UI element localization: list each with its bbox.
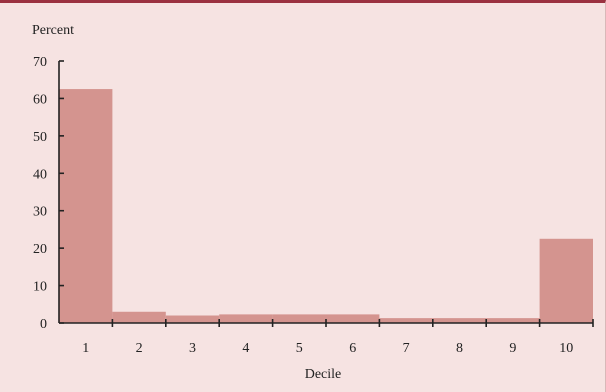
y-tick-label-60: 60 <box>33 92 47 107</box>
bar-1 <box>59 89 113 323</box>
x-axis-title: Decile <box>305 367 342 382</box>
y-tick-label-70: 70 <box>33 55 47 70</box>
y-tick-label-50: 50 <box>33 130 47 145</box>
bar-3 <box>165 315 220 323</box>
y-tick-label-40: 40 <box>33 167 47 182</box>
x-tick-label-9: 9 <box>509 341 516 356</box>
x-tick-label-8: 8 <box>456 341 463 356</box>
x-tick-label-2: 2 <box>136 341 143 356</box>
x-tick-label-1: 1 <box>82 341 89 356</box>
x-tick-label-3: 3 <box>189 341 196 356</box>
x-axis: 1 2 3 4 5 6 7 8 9 10 <box>59 319 594 356</box>
y-tick-label-10: 10 <box>33 280 47 295</box>
x-tick-label-10: 10 <box>559 341 573 356</box>
y-tick-label-20: 20 <box>33 242 47 257</box>
bar-2 <box>112 311 166 323</box>
x-tick-label-7: 7 <box>403 341 410 356</box>
bar-4 <box>219 314 273 323</box>
y-axis-title: Percent <box>32 23 74 38</box>
bars <box>59 89 593 323</box>
y-tick-label-30: 30 <box>33 205 47 220</box>
bar-9 <box>486 318 540 323</box>
y-axis: 0 10 20 30 40 50 60 70 <box>33 55 64 332</box>
x-tick-label-6: 6 <box>349 341 356 356</box>
bar-6 <box>326 314 380 323</box>
x-tick-label-4: 4 <box>242 341 249 356</box>
bar-7 <box>379 318 433 323</box>
bar-5 <box>272 314 326 323</box>
bar-8 <box>432 318 487 323</box>
y-tick-label-0: 0 <box>40 317 47 332</box>
bar-10 <box>539 238 593 323</box>
x-tick-label-5: 5 <box>296 341 303 356</box>
